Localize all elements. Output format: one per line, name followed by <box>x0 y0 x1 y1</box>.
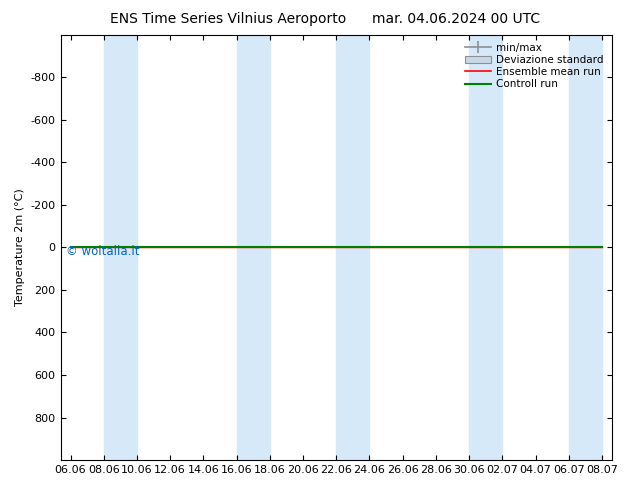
Text: ENS Time Series Vilnius Aeroporto: ENS Time Series Vilnius Aeroporto <box>110 12 346 26</box>
Bar <box>469 35 502 460</box>
Bar <box>569 35 602 460</box>
Bar <box>336 35 370 460</box>
Text: mar. 04.06.2024 00 UTC: mar. 04.06.2024 00 UTC <box>372 12 541 26</box>
Legend: min/max, Deviazione standard, Ensemble mean run, Controll run: min/max, Deviazione standard, Ensemble m… <box>462 40 607 92</box>
Bar <box>104 35 137 460</box>
Text: © woitalia.it: © woitalia.it <box>66 245 139 258</box>
Bar <box>236 35 270 460</box>
Y-axis label: Temperature 2m (°C): Temperature 2m (°C) <box>15 189 25 306</box>
